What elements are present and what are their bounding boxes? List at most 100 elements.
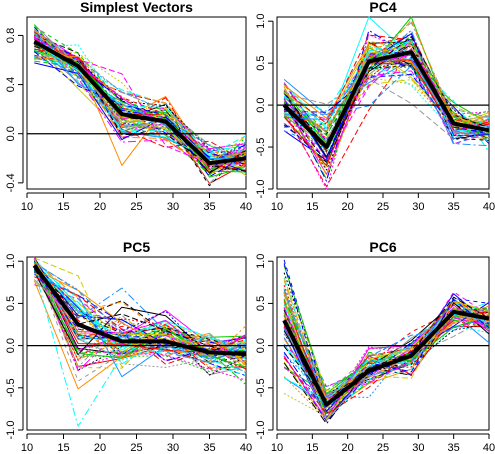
series-line bbox=[33, 265, 247, 386]
chart-panel-3: PC5 10 15 20 25 30 35 40 -1.0 -0.5 0.0 0.5 1.0 bbox=[5, 239, 252, 454]
series-line bbox=[283, 280, 490, 403]
series-line bbox=[33, 266, 247, 360]
series-line bbox=[283, 33, 490, 159]
series-line bbox=[283, 34, 490, 131]
y-axis: -1.0 -0.5 0.0 0.5 1.0 bbox=[255, 254, 274, 439]
y-axis: -0.4 0.0 0.4 0.8 bbox=[5, 28, 24, 192]
series-line bbox=[283, 317, 490, 400]
plot-frame bbox=[276, 256, 490, 431]
y-tick-label: 1.0 bbox=[255, 14, 267, 29]
series-line bbox=[34, 30, 247, 157]
y-tick-label: 0.5 bbox=[255, 55, 267, 70]
series-line bbox=[283, 259, 490, 402]
x-tick-label: 35 bbox=[448, 442, 460, 454]
x-tick-label: 40 bbox=[240, 442, 252, 454]
x-tick-label: 20 bbox=[342, 201, 354, 213]
x-tick-label: 35 bbox=[448, 201, 460, 213]
series-line bbox=[33, 264, 247, 352]
x-tick-label: 40 bbox=[483, 442, 495, 454]
series-line bbox=[33, 40, 247, 170]
chart-panel-1: Simplest Vectors 10 15 20 25 30 35 40 -0.4 0.0 0.4… bbox=[5, 0, 252, 213]
x-tick-label: 15 bbox=[306, 201, 318, 213]
series-lines bbox=[283, 259, 490, 425]
series-line bbox=[33, 270, 247, 351]
series-line bbox=[283, 311, 490, 412]
series-line bbox=[283, 40, 490, 138]
series-line bbox=[33, 269, 247, 427]
x-tick-label: 20 bbox=[342, 442, 354, 454]
y-tick-label: -0.5 bbox=[255, 138, 267, 157]
x-tick-label: 10 bbox=[271, 201, 283, 213]
chart-panel-4: PC6 10 15 20 25 30 35 40 -1.0 -0.5 0.0 0.5 1.0 bbox=[255, 239, 495, 454]
x-tick-label: 25 bbox=[377, 442, 389, 454]
y-tick-label: 0.0 bbox=[5, 338, 17, 353]
y-tick-label: -1.0 bbox=[5, 421, 17, 440]
series-lines bbox=[283, 16, 490, 190]
mean-line bbox=[282, 309, 490, 407]
series-line bbox=[33, 24, 247, 171]
y-tick-label: 0.5 bbox=[5, 296, 17, 311]
y-axis: -1.0 -0.5 0.0 0.5 1.0 bbox=[255, 14, 274, 198]
series-line bbox=[33, 261, 247, 368]
series-line bbox=[34, 40, 247, 166]
series-line bbox=[33, 51, 247, 178]
series-line bbox=[283, 272, 490, 395]
panel-title: PC5 bbox=[123, 239, 150, 255]
series-line bbox=[283, 19, 490, 176]
y-tick-label: -0.4 bbox=[5, 173, 17, 192]
x-tick-label: 40 bbox=[240, 201, 252, 213]
x-tick-label: 30 bbox=[167, 442, 179, 454]
series-line bbox=[33, 266, 247, 372]
y-tick-label: 0.0 bbox=[255, 338, 267, 353]
series-line bbox=[283, 298, 490, 420]
y-tick-label: 1.0 bbox=[5, 254, 17, 269]
series-line bbox=[33, 29, 247, 167]
series-line bbox=[283, 288, 490, 420]
x-tick-label: 25 bbox=[377, 201, 389, 213]
x-tick-label: 25 bbox=[130, 442, 142, 454]
series-line bbox=[283, 53, 490, 142]
mean-line bbox=[33, 39, 247, 166]
series-line bbox=[34, 43, 247, 174]
series-line bbox=[283, 35, 490, 153]
series-line bbox=[283, 78, 490, 140]
series-line bbox=[33, 32, 246, 160]
x-tick-label: 25 bbox=[130, 201, 142, 213]
series-line bbox=[34, 38, 247, 163]
series-line bbox=[34, 34, 247, 173]
series-line bbox=[33, 264, 247, 365]
y-tick-label: 1.0 bbox=[255, 254, 267, 269]
y-axis: -1.0 -0.5 0.0 0.5 1.0 bbox=[5, 254, 24, 440]
series-line bbox=[33, 24, 247, 165]
series-line bbox=[33, 264, 247, 349]
series-line bbox=[283, 65, 490, 141]
y-tick-label: 0.4 bbox=[5, 77, 17, 92]
panel-title: PC4 bbox=[369, 0, 396, 15]
x-tick-label: 15 bbox=[57, 201, 69, 213]
series-line bbox=[33, 268, 247, 360]
x-axis: 10 15 20 25 30 35 40 bbox=[271, 192, 495, 213]
series-line bbox=[284, 65, 490, 140]
series-line bbox=[283, 58, 490, 171]
series-line bbox=[283, 51, 490, 127]
y-tick-label: 0.0 bbox=[5, 126, 17, 141]
series-line bbox=[283, 294, 490, 396]
x-tick-label: 10 bbox=[21, 201, 33, 213]
x-tick-label: 30 bbox=[412, 442, 424, 454]
series-line bbox=[33, 270, 247, 376]
panel-title: Simplest Vectors bbox=[80, 0, 193, 15]
x-axis: 10 15 20 25 30 35 40 bbox=[21, 433, 252, 454]
mean-line bbox=[282, 50, 490, 149]
x-tick-label: 30 bbox=[167, 201, 179, 213]
x-tick-label: 35 bbox=[203, 201, 215, 213]
x-tick-label: 40 bbox=[483, 201, 495, 213]
x-tick-label: 30 bbox=[412, 201, 424, 213]
x-axis: 10 15 20 25 30 35 40 bbox=[271, 433, 495, 454]
series-line bbox=[283, 49, 490, 169]
series-line bbox=[284, 74, 490, 135]
y-tick-label: -0.5 bbox=[255, 378, 267, 397]
series-line bbox=[34, 257, 247, 368]
x-tick-label: 20 bbox=[94, 442, 106, 454]
series-line bbox=[33, 260, 247, 352]
series-line bbox=[283, 42, 490, 140]
